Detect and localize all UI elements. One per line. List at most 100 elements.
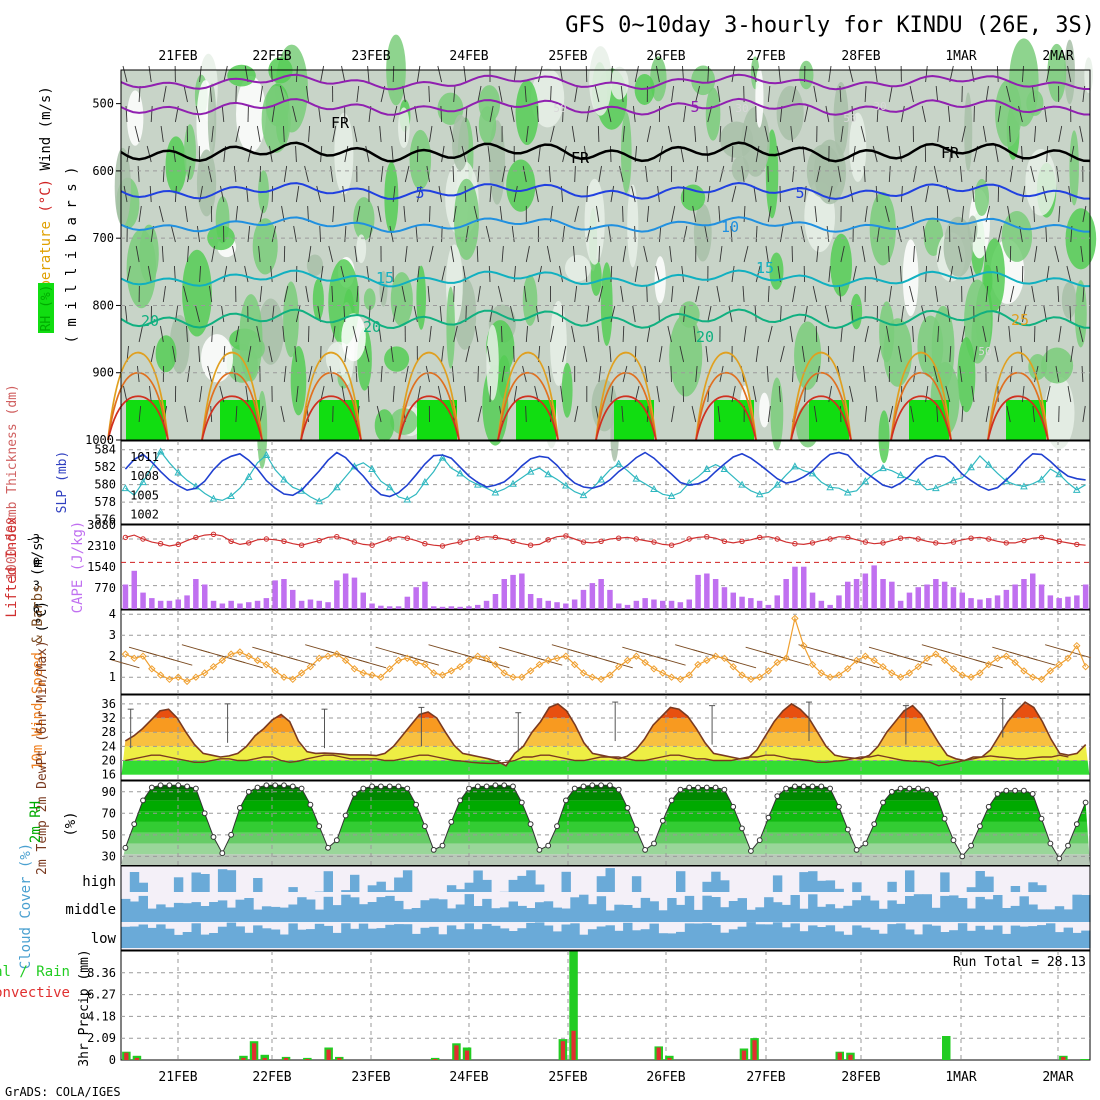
wind-barb [453, 285, 455, 303]
wind-barb [767, 405, 771, 423]
wind-barb [332, 125, 337, 143]
wind-barb [221, 305, 225, 323]
rh-patch [561, 362, 573, 418]
wind-marker [518, 673, 526, 681]
rh-patch [627, 184, 639, 268]
cape-bar [748, 598, 754, 609]
wind-barb [199, 65, 202, 83]
rh-patch [1040, 347, 1074, 384]
rh-marker [712, 784, 719, 791]
wind-barb [597, 325, 600, 343]
wind-marker [791, 614, 799, 623]
date-label-top: 24FEB [449, 49, 488, 64]
wind-barb [609, 145, 612, 163]
wind-barb [292, 105, 297, 123]
wind-barb [207, 165, 213, 183]
cloud-bar [402, 924, 413, 948]
wind-barb [247, 145, 252, 163]
date-label-top: 23FEB [351, 49, 390, 64]
contour-label: 50 [553, 102, 566, 115]
temp-tick: 28 [102, 725, 116, 739]
slp-tick: 1011 [130, 450, 159, 464]
cape-bar [140, 592, 146, 609]
wind-barb [330, 165, 334, 183]
wind-barb [753, 185, 757, 203]
wind-barb [329, 365, 334, 383]
rh-marker [968, 842, 974, 849]
wind-barb [534, 185, 539, 203]
wind-barb [900, 105, 905, 123]
wind-marker [474, 652, 482, 660]
precip-total-bar [430, 1057, 440, 1060]
cape-bar [818, 600, 825, 609]
cloud-bar [1037, 909, 1047, 922]
rh-patch [600, 262, 613, 346]
precip-tick: 4.18 [87, 1009, 116, 1023]
thickness-marker [879, 464, 887, 472]
wind-marker [315, 654, 323, 663]
cape-bar [422, 581, 428, 609]
wind-barb [244, 265, 249, 283]
rh-marker [157, 782, 164, 789]
rh-marker [140, 797, 146, 804]
cape-bar [871, 565, 877, 609]
axis-label-part: ( m i l l i b a r s ) [64, 166, 80, 343]
cape-bar [131, 570, 137, 609]
wind-barb [1021, 145, 1023, 163]
wind-barb [572, 245, 576, 263]
rh-marker [184, 783, 191, 790]
wind-marker [526, 667, 535, 675]
rh-marker [994, 791, 1001, 797]
wind-barb [449, 125, 455, 143]
wind-barb [888, 85, 893, 103]
wind-barb [1058, 325, 1062, 343]
thickness-marker [632, 474, 641, 482]
wind-barb [933, 365, 939, 383]
temp-contour-warm [201, 371, 263, 441]
cloud-bar [984, 929, 994, 948]
rh-band [121, 832, 1090, 844]
wind-marker [1064, 654, 1072, 663]
wind-barb [824, 305, 830, 323]
wind-barb [884, 205, 890, 223]
wind-marker [914, 662, 922, 671]
cloud-bar [244, 932, 254, 948]
cloud-bar [499, 928, 510, 948]
footer-credit: GrADS: COLA/IGES [5, 1085, 121, 1099]
cloud-bar [667, 898, 677, 922]
wind-barb [609, 345, 612, 363]
wind-barb [598, 285, 604, 303]
rh-band [121, 811, 1090, 822]
li-marker [193, 534, 199, 541]
wind-barb [913, 165, 917, 183]
wind-marker [615, 662, 623, 671]
li-tick: 0 [33, 555, 40, 569]
wind-barb [779, 225, 784, 243]
cloud-bar [1081, 895, 1091, 922]
rh-units: (%) [63, 811, 79, 836]
precip-ylabel: 3hr Precip (mm) [77, 949, 92, 1066]
wind-barb [162, 165, 165, 183]
wind-barb [268, 345, 273, 363]
wind-barb [717, 85, 721, 103]
wind-barb [851, 105, 854, 123]
rh-patch [878, 410, 890, 464]
cloud-bar [482, 879, 492, 892]
li-marker [668, 542, 675, 548]
cloud-bar [720, 880, 730, 892]
wind-barb [876, 345, 882, 363]
wind-barb [888, 285, 892, 303]
cloud-bar [966, 887, 977, 892]
thickness-marker [280, 475, 288, 483]
wind-barb [610, 385, 614, 403]
wind-barb [235, 205, 239, 223]
wind-barb [717, 405, 721, 423]
cloud-bar [887, 924, 897, 948]
rh-tick: 50 [102, 828, 116, 842]
wind-barb [838, 285, 842, 303]
wind-marker [588, 673, 596, 681]
cloud-bar [764, 924, 774, 948]
cloud-bar [332, 905, 342, 922]
wind-barb [937, 125, 940, 143]
wind-barb [270, 265, 273, 283]
